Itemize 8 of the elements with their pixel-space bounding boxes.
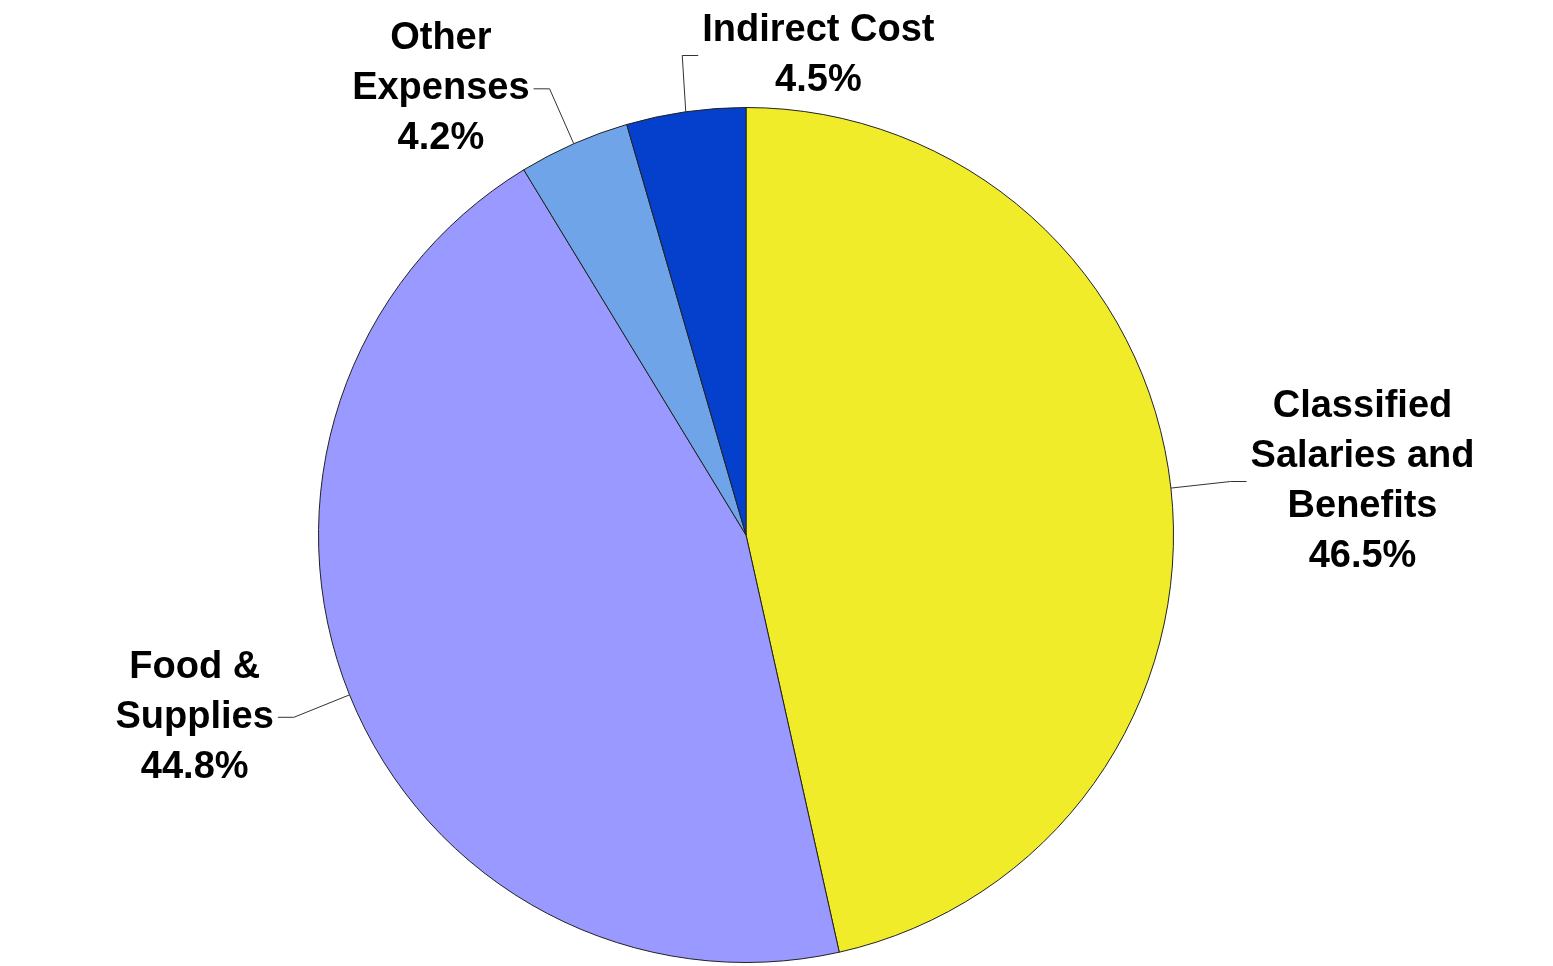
slice-label: Indirect Cost [702,6,935,49]
slice-label: Food & Supplies [115,643,274,736]
slice-label: Other Expenses [352,15,530,108]
data-label: 46.5% [1308,532,1417,575]
slice-label: Classified Salaries and Benefits [1250,382,1475,525]
data-label: 4.2% [397,115,485,158]
data-label: 4.5% [775,56,862,99]
data-label: 44.8% [140,743,249,786]
